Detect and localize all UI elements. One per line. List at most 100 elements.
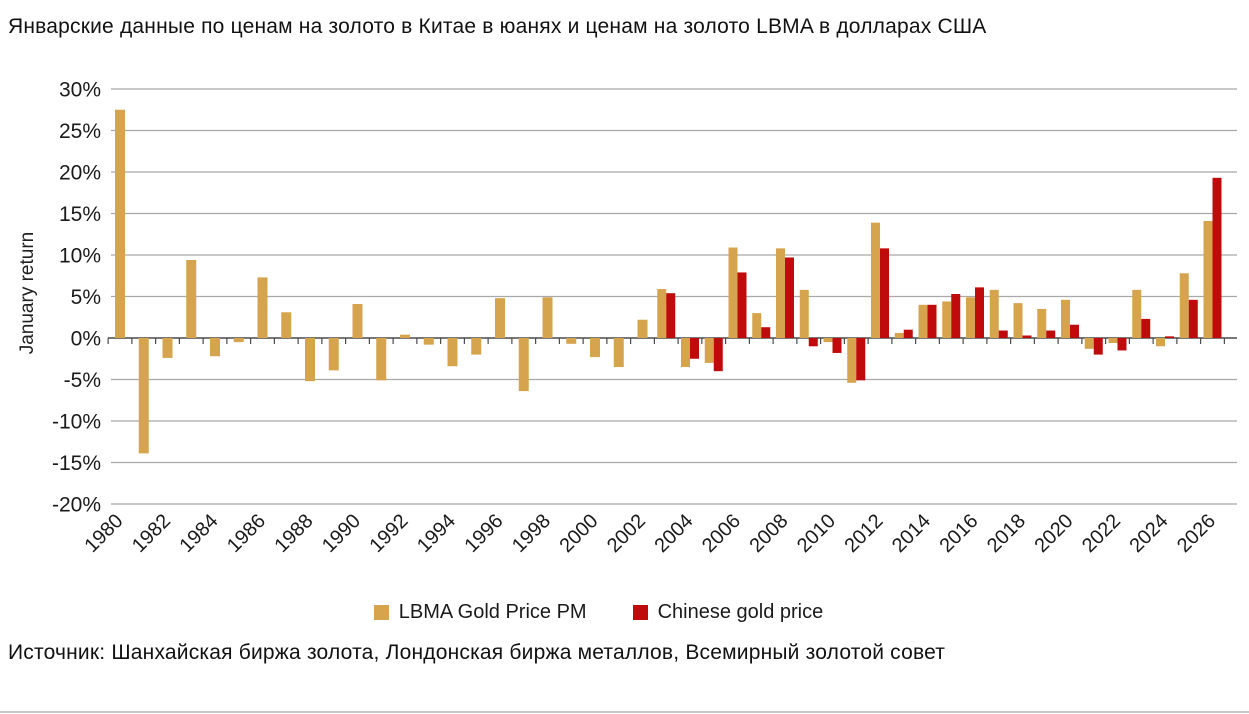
- bar-lbma-2009: [799, 289, 809, 338]
- y-tick-label-25: 25%: [59, 120, 101, 143]
- x-tick-label-1998: 1998: [508, 510, 555, 557]
- bar-lbma-2011: [847, 338, 857, 383]
- x-tick-label-1992: 1992: [366, 510, 413, 557]
- bar-lbma-2006: [728, 247, 738, 338]
- bar-lbma-1994: [447, 338, 458, 367]
- y-tick-label-10: 10%: [59, 245, 101, 268]
- bar-chinese-2024: [1165, 336, 1174, 338]
- bar-lbma-2023: [1132, 289, 1142, 338]
- y-tick-label-30: 30%: [59, 79, 101, 102]
- y-axis-label: January return: [17, 231, 38, 355]
- bar-lbma-1999: [566, 338, 577, 344]
- bar-lbma-1993: [423, 338, 434, 345]
- x-tick-label-2014: 2014: [888, 510, 935, 557]
- bar-chinese-2009: [808, 338, 818, 347]
- x-tick-label-2022: 2022: [1078, 510, 1125, 557]
- x-tick-label-1982: 1982: [128, 510, 175, 557]
- bar-chinese-2008: [785, 257, 794, 338]
- bar-lbma-1987: [281, 312, 292, 338]
- x-tick-label-2006: 2006: [698, 510, 745, 557]
- bar-chinese-2019: [1046, 330, 1056, 338]
- bar-chinese-2026: [1212, 177, 1222, 338]
- bar-lbma-2012: [871, 222, 880, 338]
- x-tick-label-2012: 2012: [841, 510, 888, 557]
- bar-chinese-2020: [1070, 324, 1079, 338]
- bar-lbma-1992: [400, 334, 410, 338]
- x-tick-label-2010: 2010: [793, 510, 840, 557]
- x-tick-label-2000: 2000: [556, 510, 603, 557]
- bar-lbma-2016: [966, 297, 975, 338]
- bar-chinese-2025: [1188, 299, 1198, 338]
- bar-lbma-2001: [613, 338, 624, 368]
- bar-lbma-1996: [495, 298, 505, 338]
- bar-chinese-2017: [998, 330, 1008, 338]
- y-tick-label--15: -15%: [52, 452, 101, 475]
- bar-chinese-2012: [880, 248, 889, 338]
- x-tick-label-2016: 2016: [936, 510, 983, 557]
- bar-lbma-2004: [681, 338, 690, 368]
- bar-lbma-2014: [918, 304, 928, 338]
- x-tick-label-1986: 1986: [223, 510, 270, 557]
- bar-lbma-1983: [186, 259, 197, 338]
- legend-swatch-lbma-icon: [373, 605, 389, 620]
- legend-item-lbma: LBMA Gold Price PM: [373, 601, 587, 624]
- bar-lbma-2000: [590, 338, 600, 358]
- bar-lbma-1991: [376, 338, 387, 381]
- bar-chinese-2007: [761, 327, 771, 338]
- bar-lbma-1984: [210, 338, 220, 357]
- bar-lbma-2010: [823, 338, 833, 343]
- x-tick-label-1994: 1994: [413, 510, 460, 557]
- y-tick-label--20: -20%: [52, 494, 101, 517]
- x-tick-label-1980: 1980: [81, 510, 128, 557]
- bar-chinese-2018: [1022, 335, 1032, 338]
- bar-lbma-1988: [305, 338, 315, 382]
- bar-chinese-2003: [666, 293, 676, 338]
- x-tick-label-1990: 1990: [318, 510, 365, 557]
- bar-lbma-2005: [704, 338, 714, 363]
- bar-chinese-2005: [713, 338, 723, 372]
- x-tick-label-2008: 2008: [746, 510, 793, 557]
- bar-lbma-2018: [1013, 303, 1023, 338]
- x-tick-label-2018: 2018: [983, 510, 1030, 557]
- bar-lbma-1997: [518, 338, 529, 392]
- bar-chinese-2010: [832, 338, 842, 353]
- bar-lbma-2015: [942, 301, 952, 338]
- y-tick-label--10: -10%: [52, 411, 101, 434]
- bar-chinese-2014: [927, 304, 937, 338]
- bar-lbma-1982: [162, 338, 173, 358]
- bar-chinese-2023: [1141, 318, 1151, 338]
- bar-chinese-2013: [903, 329, 913, 338]
- x-tick-label-2002: 2002: [603, 510, 650, 557]
- bar-lbma-2007: [752, 313, 762, 338]
- bar-lbma-1998: [542, 297, 553, 338]
- x-tick-label-1988: 1988: [271, 510, 318, 557]
- x-tick-label-1996: 1996: [461, 510, 508, 557]
- bar-lbma-2025: [1179, 273, 1189, 338]
- bar-chinese-2022: [1117, 338, 1127, 351]
- bar-lbma-2019: [1037, 308, 1047, 338]
- x-tick-label-2020: 2020: [1031, 510, 1078, 557]
- bottom-border: [0, 711, 1249, 713]
- x-tick-label-2026: 2026: [1173, 510, 1220, 557]
- bar-chinese-2016: [975, 287, 984, 338]
- bar-lbma-2003: [657, 289, 667, 338]
- bar-chinese-2015: [951, 294, 961, 338]
- bar-lbma-2022: [1108, 338, 1118, 343]
- bar-lbma-1985: [233, 338, 244, 343]
- bar-chinese-2011: [856, 338, 866, 381]
- y-tick-label-0: 0%: [71, 328, 101, 351]
- page-title: Январские данные по ценам на золото в Ки…: [8, 15, 987, 38]
- bar-lbma-1990: [352, 303, 363, 338]
- legend-swatch-chinese-icon: [632, 605, 648, 620]
- y-tick-label-15: 15%: [59, 203, 101, 226]
- bar-chinese-2021: [1093, 338, 1103, 355]
- bar-lbma-2026: [1203, 220, 1213, 338]
- bar-chinese-2004: [690, 338, 699, 359]
- y-tick-label-5: 5%: [71, 286, 101, 309]
- chart-legend: LBMA Gold Price PM Chinese gold price: [0, 601, 1223, 624]
- bar-chinese-2006: [737, 272, 747, 338]
- bar-lbma-2002: [637, 319, 648, 338]
- bar-lbma-2013: [894, 333, 904, 338]
